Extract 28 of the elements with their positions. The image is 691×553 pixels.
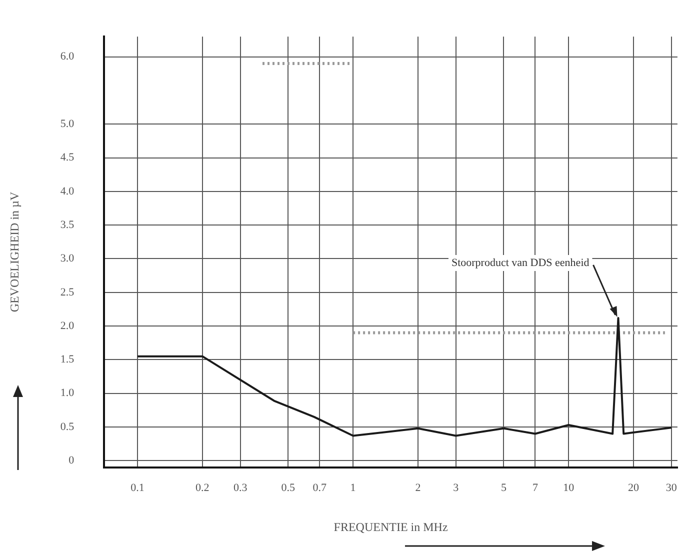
y-tick-label: 1.0 (60, 387, 75, 400)
y-tick-label: 6.0 (60, 50, 75, 63)
x-tick-label: 20 (628, 482, 640, 494)
x-tick-label: 0.5 (281, 482, 296, 494)
x-tick-label: 0.1 (130, 482, 144, 494)
y-tick-label: 0 (68, 454, 75, 467)
y-axis-title: GEVOELIGHEID in µV (7, 192, 22, 312)
x-tick-label: 0.3 (233, 482, 248, 494)
x-axis-title: FREQUENTIE in MHz (334, 520, 448, 534)
x-tick-label: 0.7 (312, 482, 328, 494)
y-tick-label: 4.5 (60, 152, 75, 164)
x-tick-label: 2 (415, 482, 421, 494)
x-tick-label: 5 (500, 482, 507, 494)
x-tick-label: 7 (532, 482, 538, 494)
x-tick-label: 1 (350, 482, 356, 494)
y-tick-label: 5.0 (60, 118, 75, 130)
annotation: Stoorproduct van DDS eenheid (451, 256, 590, 269)
x-tick-label: 0.2 (196, 482, 210, 494)
y-tick-label: 4.0 (60, 185, 75, 198)
x-tick-label: 30 (666, 482, 678, 494)
x-tick-label: 3 (453, 482, 460, 494)
y-tick-label: 2.5 (60, 286, 75, 298)
y-tick-label: 1.5 (60, 354, 75, 366)
x-tick-label: 10 (563, 482, 575, 494)
y-tick-label: 3.5 (60, 218, 75, 231)
y-tick-label: 0.5 (60, 420, 75, 433)
y-tick-label: 2.0 (60, 320, 75, 332)
y-tick-label: 3.0 (60, 252, 75, 265)
